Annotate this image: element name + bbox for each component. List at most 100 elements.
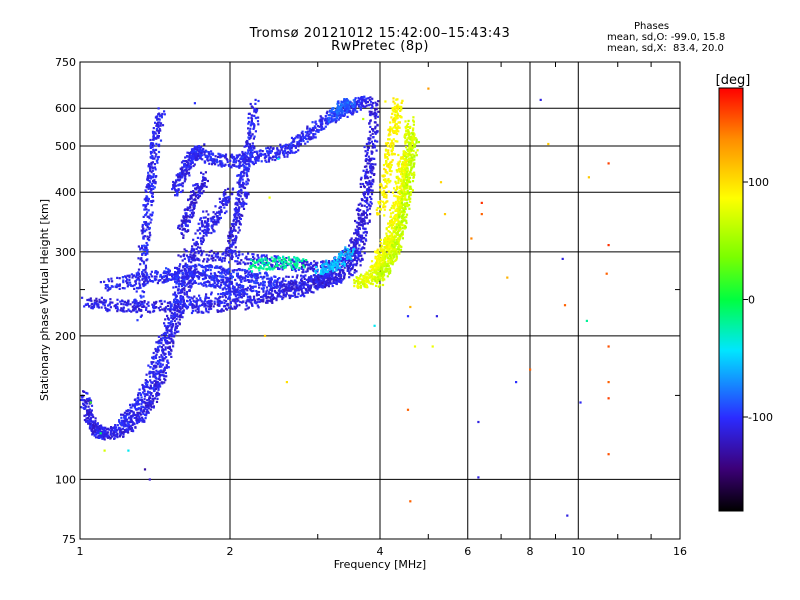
echo-point (227, 195, 230, 199)
echo-point (199, 232, 202, 235)
echo-point (99, 434, 102, 437)
echo-point (151, 402, 154, 405)
echo-point (202, 216, 205, 219)
echo-point (316, 128, 319, 131)
echo-point (234, 249, 237, 253)
echo-point (161, 348, 164, 351)
echo-point (146, 303, 149, 306)
echo-point (154, 168, 157, 171)
echo-point (100, 300, 103, 303)
echo-point (183, 222, 186, 225)
echo-point (118, 287, 121, 290)
echo-point (198, 264, 201, 267)
echo-point (171, 188, 174, 191)
echo-point (357, 227, 360, 230)
echo-point (218, 213, 221, 216)
echo-point (230, 235, 233, 238)
echo-point (258, 300, 261, 303)
echo-point (143, 393, 146, 396)
echo-point (144, 417, 147, 420)
echo-point (320, 116, 323, 119)
echo-point (136, 421, 139, 424)
echo-point (376, 130, 379, 133)
echo-point (184, 156, 187, 159)
echo-point (182, 234, 185, 237)
echo-point (234, 209, 237, 212)
echo-point (227, 280, 230, 283)
echo-point (367, 193, 370, 196)
echo-point (148, 370, 151, 373)
echo-point (370, 202, 373, 205)
echo-point (227, 306, 231, 309)
echo-point (216, 215, 219, 218)
echo-point (207, 311, 210, 314)
echo-point (159, 369, 163, 372)
echo-point (138, 282, 141, 285)
echo-point (199, 228, 202, 231)
echo-point (92, 423, 95, 426)
echo-point (352, 253, 355, 256)
echo-point (234, 221, 238, 224)
echo-point (163, 336, 166, 339)
echo-point (236, 193, 239, 196)
echo-point (316, 261, 319, 264)
echo-point (159, 364, 162, 367)
echo-point (181, 172, 184, 175)
echo-point (226, 308, 229, 311)
echo-point (126, 429, 129, 432)
echo-point (179, 183, 183, 186)
echo-point (142, 235, 145, 238)
echo-point (181, 277, 184, 280)
echo-point (233, 288, 236, 291)
echo-point (81, 296, 84, 299)
echo-point (356, 225, 359, 228)
echo-point (182, 310, 185, 313)
echo-point (178, 268, 181, 271)
echo-point (244, 302, 248, 305)
echo-point (343, 277, 346, 280)
echo-point (128, 425, 131, 428)
echo-point (154, 116, 157, 119)
echo-point (296, 284, 299, 287)
echo-point (171, 273, 174, 276)
echo-point (236, 293, 239, 296)
echo-point (244, 308, 247, 311)
echo-point (146, 222, 149, 225)
echo-point (86, 392, 89, 395)
echo-point (82, 403, 85, 407)
echo-point (339, 280, 342, 283)
echo-point (369, 113, 372, 116)
echo-point (141, 244, 144, 247)
echo-point (366, 151, 369, 154)
echo-point (357, 216, 360, 219)
echo-point (333, 266, 336, 269)
echo-point (128, 309, 131, 312)
echo-point (235, 165, 238, 168)
echo-point (330, 111, 333, 114)
echo-point (146, 215, 149, 218)
echo-point (166, 273, 169, 276)
echo-point (176, 315, 179, 318)
echo-point (223, 272, 226, 275)
echo-point (357, 223, 360, 226)
echo-point (313, 283, 316, 286)
echo-point (171, 325, 174, 328)
echo-point (205, 285, 208, 288)
echo-point (150, 362, 153, 365)
echo-point (213, 230, 216, 233)
echo-point (237, 220, 240, 223)
echo-point (120, 421, 123, 424)
echo-point (335, 280, 338, 283)
echo-point (357, 258, 360, 261)
scatter-points (80, 87, 610, 517)
echo-point (335, 282, 338, 285)
echo-point (367, 203, 370, 206)
echo-point (237, 199, 241, 202)
echo-point (210, 278, 213, 281)
echo-point (363, 204, 366, 207)
echo-point (181, 259, 184, 262)
echo-point (174, 307, 177, 310)
echo-point (224, 294, 227, 297)
echo-point (154, 121, 157, 124)
echo-point (239, 275, 242, 279)
